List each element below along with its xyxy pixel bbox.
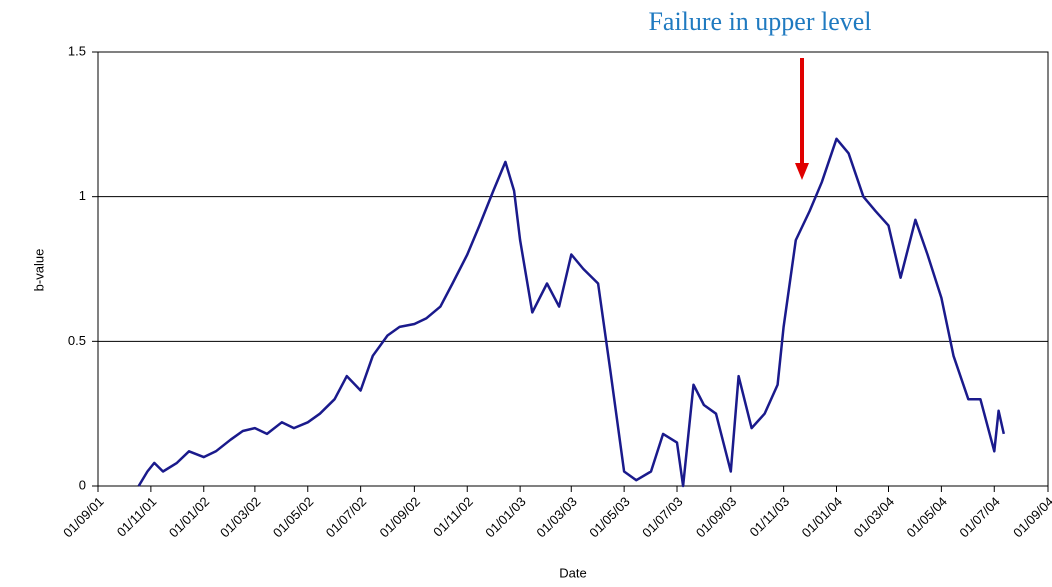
x-tick-label: 01/09/04 [1010, 494, 1052, 540]
x-tick-label: 01/07/04 [956, 494, 1002, 540]
x-tick-label: 01/11/02 [430, 494, 476, 540]
y-tick-label: 0.5 [68, 333, 86, 348]
x-tick-label: 01/09/02 [377, 494, 423, 540]
annotation: Failure in upper level [648, 7, 871, 36]
x-tick-label: 01/11/03 [746, 494, 792, 540]
y-axis-label: b-value [31, 249, 46, 292]
annotation-arrowhead [795, 163, 809, 180]
x-tick-label: 01/07/02 [323, 494, 369, 540]
x-tick-label: 01/05/02 [270, 494, 316, 540]
y-tick-label: 1.5 [68, 43, 86, 58]
plot-area [97, 51, 1049, 487]
y-tick-label: 0 [79, 477, 86, 492]
x-tick-label: 01/11/01 [114, 494, 160, 540]
x-tick-label: 01/01/02 [166, 494, 212, 540]
x-tick-label: 01/05/03 [586, 494, 632, 540]
x-tick-label: 01/03/03 [533, 494, 579, 540]
x-tick-label: 01/03/02 [217, 494, 263, 540]
x-axis-label: Date [559, 565, 586, 580]
y-tick-label: 1 [79, 188, 86, 203]
x-tick-label: 01/01/03 [482, 494, 528, 540]
x-tick-label: 01/09/03 [693, 494, 739, 540]
data-line [137, 137, 1006, 488]
x-tick-label: 01/01/04 [799, 494, 845, 540]
x-tick-label: 01/05/04 [904, 494, 950, 540]
x-tick-label: 01/09/01 [60, 494, 106, 540]
x-tick-label: 01/07/03 [639, 494, 685, 540]
x-tick-label: 01/03/04 [851, 494, 897, 540]
